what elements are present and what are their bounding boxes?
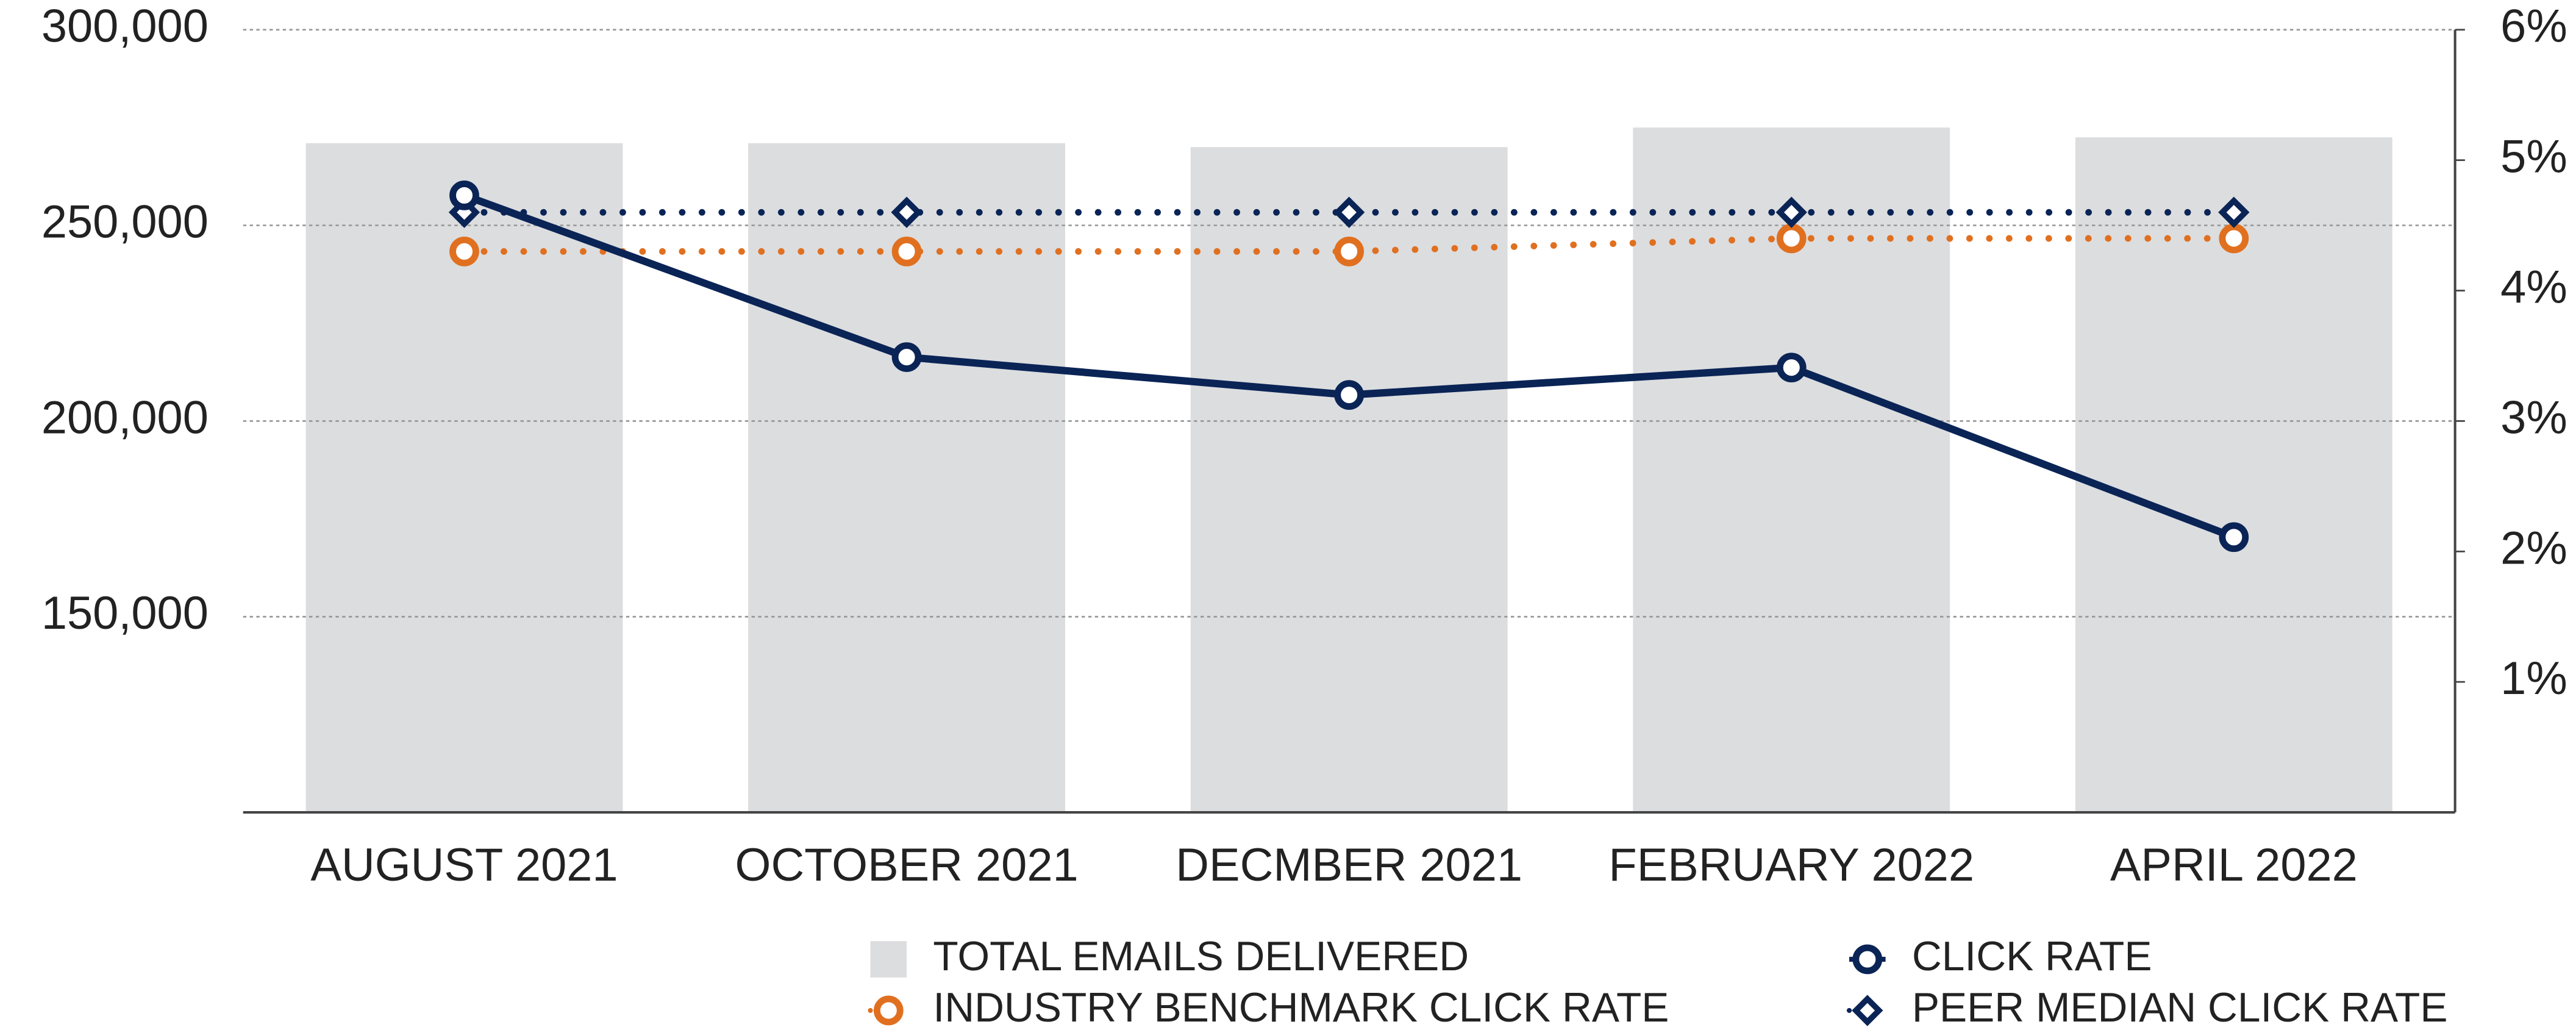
y-tick-label: 200,000 xyxy=(41,392,209,443)
legend-swatch xyxy=(870,941,907,978)
legend-label: INDUSTRY BENCHMARK CLICK RATE xyxy=(933,985,1669,1027)
point xyxy=(1775,196,1807,228)
y2-tick-label: 3% xyxy=(2500,392,2567,443)
x-tick-label: AUGUST 2021 xyxy=(310,839,618,891)
series-line xyxy=(461,235,2238,255)
point xyxy=(448,196,480,228)
y-tick-label: 250,000 xyxy=(41,196,209,248)
y2-tick-label: 4% xyxy=(2500,262,2567,313)
point xyxy=(2219,522,2249,553)
point xyxy=(1334,236,1365,267)
point xyxy=(891,196,922,228)
legend-label: CLICK RATE xyxy=(1912,934,2152,979)
x-tick-label: DECMBER 2021 xyxy=(1176,839,1522,891)
y-tick-label: 150,000 xyxy=(41,587,209,639)
y2-tick-label: 6% xyxy=(2500,1,2567,52)
legend-label: PEER MEDIAN CLICK RATE xyxy=(1912,985,2448,1027)
x-tick-label: APRIL 2022 xyxy=(2110,839,2358,891)
y2-tick-label: 5% xyxy=(2500,131,2567,183)
point xyxy=(891,342,922,372)
point xyxy=(2219,223,2249,254)
point xyxy=(1334,380,1365,410)
legend-label: TOTAL EMAILS DELIVERED xyxy=(933,934,1469,979)
point xyxy=(2218,196,2250,228)
point xyxy=(891,236,922,267)
point xyxy=(1776,352,1807,383)
point xyxy=(1333,196,1365,228)
legend-marker xyxy=(873,995,904,1026)
point xyxy=(449,236,479,267)
y2-tick-label: 1% xyxy=(2500,653,2567,704)
y2-tick-label: 2% xyxy=(2500,522,2567,574)
x-tick-label: FEBRUARY 2022 xyxy=(1608,839,1974,891)
x-tick-label: OCTOBER 2021 xyxy=(735,839,1079,891)
legend-marker xyxy=(1852,944,1883,975)
point xyxy=(449,180,479,210)
y-tick-label: 300,000 xyxy=(41,1,209,52)
legend-marker xyxy=(1852,995,1883,1026)
point xyxy=(1776,223,1807,254)
